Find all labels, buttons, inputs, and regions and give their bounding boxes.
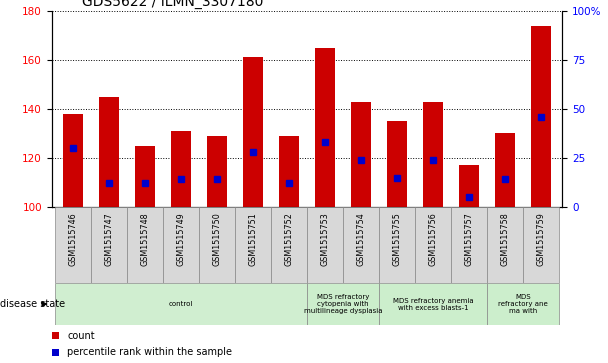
Text: MDS refractory
cytopenia with
multilineage dysplasia: MDS refractory cytopenia with multilinea…	[304, 294, 382, 314]
Bar	[495, 133, 515, 207]
Bar	[423, 102, 443, 207]
Text: percentile rank within the sample: percentile rank within the sample	[67, 347, 232, 357]
Bar	[487, 283, 559, 325]
Text: control: control	[169, 301, 193, 307]
Text: MDS
refractory ane
ma with: MDS refractory ane ma with	[498, 294, 548, 314]
Text: GSM1515754: GSM1515754	[356, 212, 365, 266]
Bar	[315, 48, 335, 207]
Bar	[99, 97, 119, 207]
Bar	[523, 207, 559, 283]
Text: GSM1515757: GSM1515757	[465, 212, 474, 266]
Text: GSM1515747: GSM1515747	[105, 212, 114, 266]
Text: MDS refractory anemia
with excess blasts-1: MDS refractory anemia with excess blasts…	[393, 298, 473, 310]
Bar	[235, 207, 271, 283]
Bar	[307, 207, 343, 283]
Bar	[127, 207, 163, 283]
Text: GSM1515756: GSM1515756	[429, 212, 437, 266]
Text: GSM1515752: GSM1515752	[285, 212, 294, 266]
Bar	[199, 207, 235, 283]
Text: count: count	[67, 331, 95, 340]
Bar	[91, 207, 127, 283]
Text: GDS5622 / ILMN_3307180: GDS5622 / ILMN_3307180	[82, 0, 263, 9]
Bar	[459, 165, 478, 207]
Text: GSM1515749: GSM1515749	[177, 212, 185, 266]
Bar	[63, 114, 83, 207]
Bar	[279, 136, 299, 207]
Bar	[451, 207, 487, 283]
Bar	[379, 283, 487, 325]
Bar	[531, 25, 551, 207]
Text: GSM1515750: GSM1515750	[213, 212, 222, 266]
Text: GSM1515758: GSM1515758	[500, 212, 510, 266]
Bar	[415, 207, 451, 283]
Text: GSM1515759: GSM1515759	[536, 212, 545, 266]
Bar	[136, 146, 155, 207]
Text: disease state: disease state	[0, 299, 65, 309]
Bar	[343, 207, 379, 283]
Bar	[387, 121, 407, 207]
Text: GSM1515755: GSM1515755	[392, 212, 401, 266]
Bar	[351, 102, 371, 207]
Text: GSM1515751: GSM1515751	[249, 212, 258, 266]
Bar	[163, 207, 199, 283]
Bar	[52, 349, 60, 356]
Text: GSM1515746: GSM1515746	[69, 212, 78, 266]
Bar	[271, 207, 307, 283]
Bar	[52, 332, 60, 339]
Bar	[171, 131, 191, 207]
Bar	[243, 57, 263, 207]
Text: GSM1515753: GSM1515753	[320, 212, 330, 266]
Bar	[55, 207, 91, 283]
Bar	[207, 136, 227, 207]
Bar	[307, 283, 379, 325]
Text: GSM1515748: GSM1515748	[140, 212, 150, 266]
Bar	[487, 207, 523, 283]
Bar	[379, 207, 415, 283]
Bar	[55, 283, 307, 325]
